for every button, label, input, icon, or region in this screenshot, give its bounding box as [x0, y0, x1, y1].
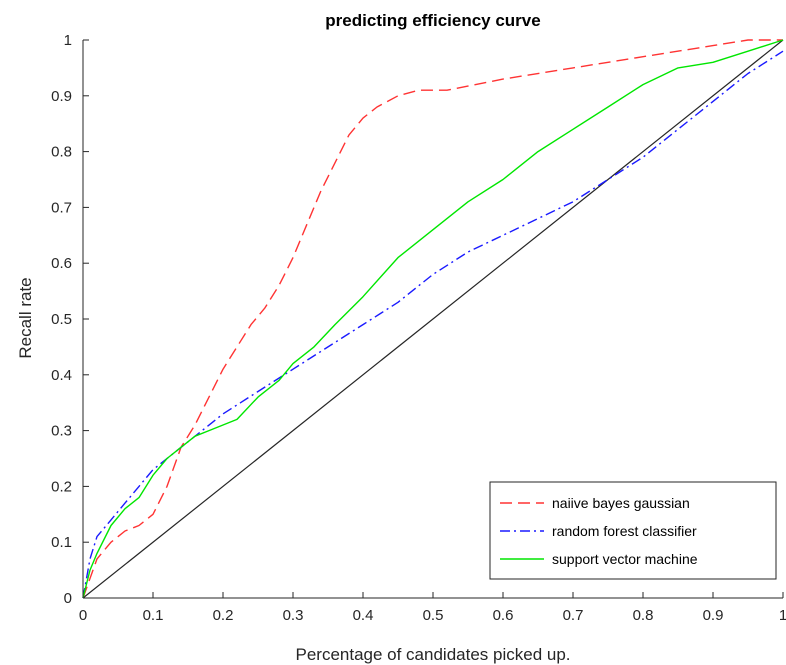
y-tick-label: 0.6 [51, 255, 72, 272]
legend-label: naiive bayes gaussian [552, 495, 690, 511]
ticks-layer: 0 0.1 0.2 0.3 0.4 0.5 0.6 0.7 0.8 0.9 1 0 0.1 0.2 0.3 0… [51, 32, 786, 624]
y-tick-label: 0.8 [51, 144, 72, 161]
x-tick-label: 0.6 [493, 607, 514, 624]
y-tick-label: 0.9 [51, 88, 72, 105]
y-tick-label: 0.7 [51, 199, 72, 216]
x-tick-label: 0.1 [143, 607, 164, 624]
x-tick-label: 0.2 [213, 607, 234, 624]
diagonal-reference-line [82, 39, 784, 599]
y-tick-label: 0 [64, 590, 72, 607]
y-tick-label: 1 [64, 32, 72, 49]
lines-layer [82, 39, 784, 599]
x-tick-label: 0 [79, 607, 87, 624]
y-tick-label: 0.4 [51, 367, 72, 384]
y-tick-label: 0.2 [51, 478, 72, 495]
x-tick-label: 0.4 [353, 607, 374, 624]
y-axis-title: Recall rate [16, 277, 35, 358]
series-line-2 [82, 39, 784, 599]
legend: naiive bayes gaussian random forest class… [489, 481, 777, 580]
x-tick-label: 1 [779, 607, 786, 624]
x-tick-label: 0.8 [633, 607, 654, 624]
series-line-0 [82, 39, 783, 599]
legend-box [489, 481, 777, 580]
y-tick-label: 0.1 [51, 534, 72, 551]
legend-label: random forest classifier [552, 523, 697, 539]
legend-label: support vector machine [552, 551, 698, 567]
y-tick-label: 0.5 [51, 311, 72, 328]
x-tick-label: 0.9 [703, 607, 724, 624]
x-tick-label: 0.3 [283, 607, 304, 624]
chart-title: predicting efficiency curve [325, 11, 540, 30]
y-tick-label: 0.3 [51, 423, 72, 440]
x-axis-title: Percentage of candidates picked up. [295, 645, 570, 664]
series-line-1 [82, 50, 784, 599]
x-tick-label: 0.5 [423, 607, 444, 624]
x-tick-label: 0.7 [563, 607, 584, 624]
